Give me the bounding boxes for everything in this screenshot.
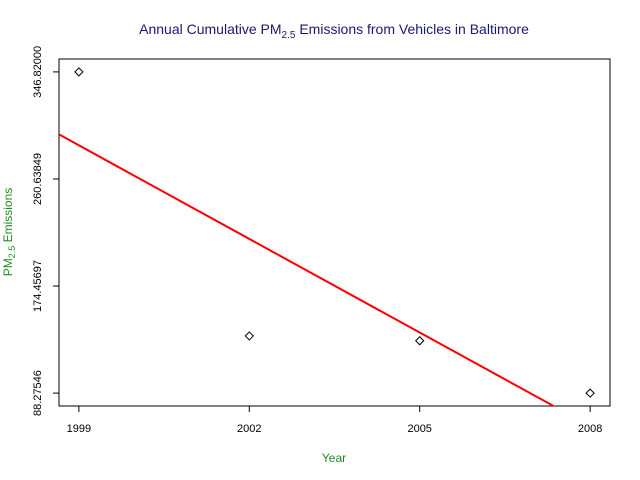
- chart-title-subscript: 2.5: [282, 30, 296, 41]
- data-point: [585, 388, 595, 398]
- x-tick-label: 1999: [67, 423, 91, 435]
- chart-title: Annual Cumulative PM2.5 Emissions from V…: [139, 21, 529, 41]
- x-tick-label: 2005: [407, 423, 431, 435]
- y-axis-label: PM2.5 Emissions: [1, 188, 17, 277]
- x-tick-label: 2008: [578, 423, 602, 435]
- plot-area-frame: [58, 58, 611, 407]
- trend-line: [59, 133, 556, 406]
- chart-title-suffix: Emissions from Vehicles in Baltimore: [295, 21, 529, 37]
- data-point: [414, 336, 425, 346]
- chart-title-prefix: Annual Cumulative PM: [139, 21, 281, 37]
- y-axis-label-suffix: Emissions: [1, 188, 15, 246]
- data-point: [74, 67, 84, 77]
- y-axis-label-subscript: 2.5: [7, 246, 17, 259]
- x-axis-label: Year: [322, 451, 346, 465]
- y-tick-label: 88.27546: [32, 370, 44, 416]
- y-tick-label: 174.45697: [32, 260, 44, 312]
- data-point: [244, 331, 255, 341]
- y-axis-label-prefix: PM: [1, 258, 15, 276]
- y-tick-label: 346.82000: [32, 46, 44, 98]
- x-tick-label: 2002: [237, 423, 261, 435]
- y-tick-label: 260.63849: [32, 153, 44, 205]
